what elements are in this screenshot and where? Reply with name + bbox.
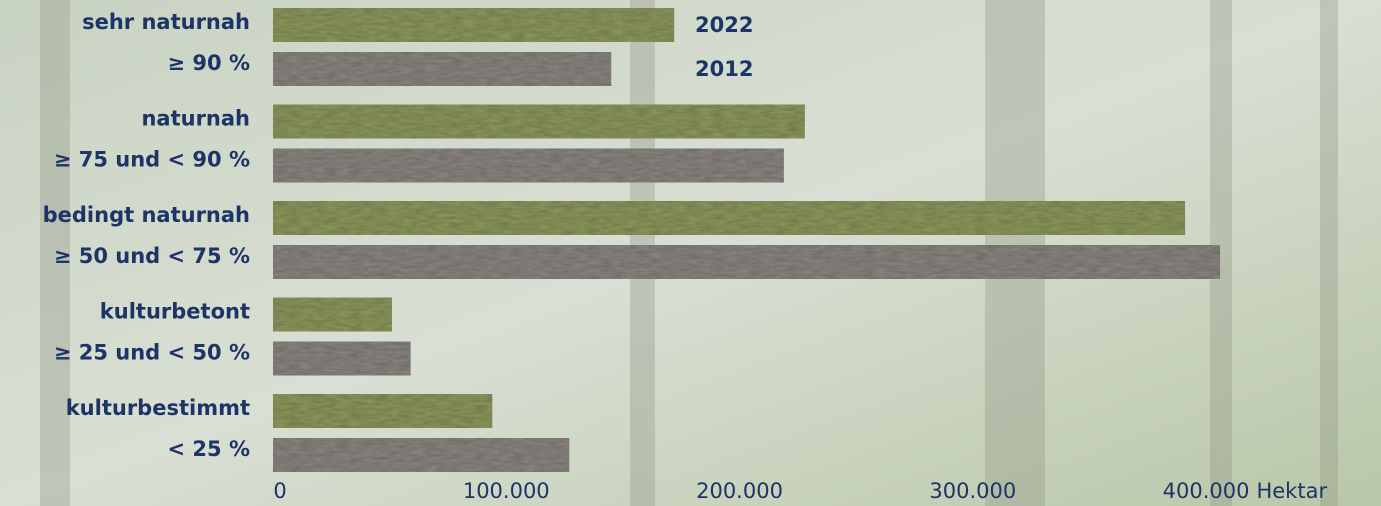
bar (273, 297, 392, 332)
category-sublabel: ≥ 25 und < 50 % (54, 341, 250, 365)
x-tick-label: 300.000 (929, 479, 1016, 503)
bar (273, 245, 1221, 279)
x-tick-label: 100.000 (463, 479, 550, 503)
bar (273, 52, 612, 86)
legend-label: 2012 (695, 57, 753, 81)
category-sublabel: ≥ 90 % (168, 51, 250, 75)
bar (273, 341, 411, 376)
trees (40, 0, 1338, 506)
x-tick-label: 200.000 (696, 479, 783, 503)
bar (273, 148, 784, 183)
category-label: naturnah (141, 107, 250, 131)
category-label: kulturbetont (100, 300, 250, 324)
bar (273, 8, 675, 42)
category-sublabel: ≥ 50 und < 75 % (54, 244, 250, 268)
category-label: kulturbestimmt (66, 396, 250, 420)
x-tick-label: 0 (273, 479, 286, 503)
category-sublabel: ≥ 75 und < 90 % (54, 148, 250, 172)
x-tick-label: 400.000 (1163, 479, 1250, 503)
legend-label: 2022 (695, 13, 753, 37)
x-axis-unit: Hektar (1256, 479, 1327, 503)
bar (273, 104, 805, 139)
category-label: sehr naturnah (82, 10, 250, 34)
category-sublabel: < 25 % (168, 437, 250, 461)
category-label: bedingt naturnah (43, 203, 250, 227)
bar (273, 201, 1186, 235)
bar (273, 394, 493, 428)
bar (273, 438, 570, 472)
